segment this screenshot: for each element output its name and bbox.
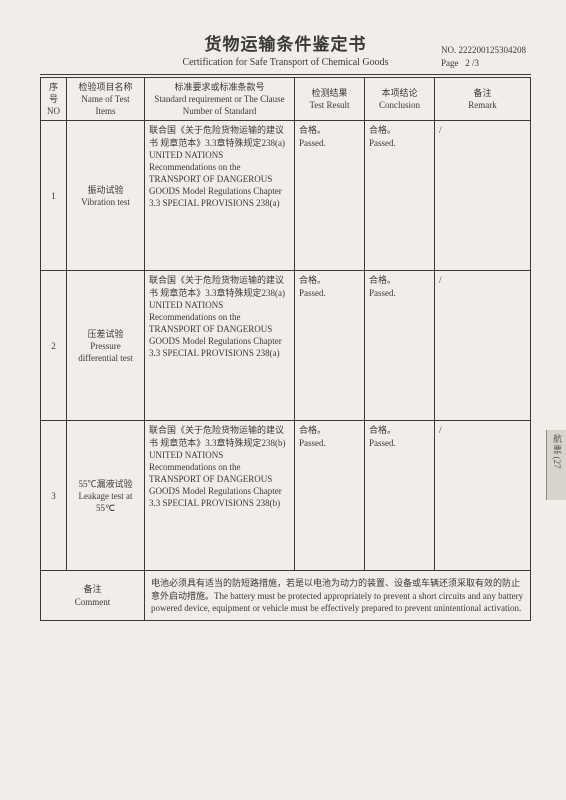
cell-no: 1: [41, 121, 67, 271]
comment-label: 备注 Comment: [41, 571, 145, 620]
cell-name: 55℃漏液试验 Leakage test at 55℃: [67, 421, 145, 571]
comment-text: 电池必须具有适当的防短路措施，若是以电池为动力的装置、设备或车辆还须采取有效的防…: [145, 571, 531, 620]
table-row: 2 压差试验 Pressure differential test 联合国《关于…: [41, 271, 531, 421]
cell-remark: /: [435, 121, 531, 271]
comment-row: 备注 Comment 电池必须具有适当的防短路措施，若是以电池为动力的装置、设备…: [41, 571, 531, 620]
cell-result: 合格。 Passed.: [295, 421, 365, 571]
cell-result: 合格。 Passed.: [295, 271, 365, 421]
cell-remark: /: [435, 271, 531, 421]
table-row: 3 55℃漏液试验 Leakage test at 55℃ 联合国《关于危险货物…: [41, 421, 531, 571]
cell-std: 联合国《关于危险货物运输的建议书 规章范本》3.3章特殊规定238(b) UNI…: [145, 421, 295, 571]
col-header-no: 序号 NO: [41, 78, 67, 121]
col-header-remark: 备注 Remark: [435, 78, 531, 121]
table-row: 1 振动试验 Vibration test 联合国《关于危险货物运输的建议书 规…: [41, 121, 531, 271]
side-tab: 航 票 (27: [546, 430, 566, 500]
page-value: 2 /3: [465, 58, 479, 68]
cell-std: 联合国《关于危险货物运输的建议书 规章范本》3.3章特殊规定238(a) UNI…: [145, 271, 295, 421]
col-header-name: 检验项目名称 Name of Test Items: [67, 78, 145, 121]
doc-no: 222200125304208: [459, 45, 527, 55]
cell-std: 联合国《关于危险货物运输的建议书 规章范本》3.3章特殊规定238(a) UNI…: [145, 121, 295, 271]
cell-name: 压差试验 Pressure differential test: [67, 271, 145, 421]
cell-conclusion: 合格。 Passed.: [365, 121, 435, 271]
cell-remark: /: [435, 421, 531, 571]
cell-no: 3: [41, 421, 67, 571]
document-meta: NO. 222200125304208 Page 2 /3: [441, 44, 526, 69]
cell-name: 振动试验 Vibration test: [67, 121, 145, 271]
col-header-result: 检测结果 Test Result: [295, 78, 365, 121]
doc-no-label: NO.: [441, 45, 456, 55]
col-header-conclusion: 本项结论 Conclusion: [365, 78, 435, 121]
certification-table: 序号 NO 检验项目名称 Name of Test Items 标准要求或标准条…: [40, 77, 531, 621]
cell-conclusion: 合格。 Passed.: [365, 271, 435, 421]
cell-conclusion: 合格。 Passed.: [365, 421, 435, 571]
table-header-row: 序号 NO 检验项目名称 Name of Test Items 标准要求或标准条…: [41, 78, 531, 121]
header-line: [40, 74, 531, 75]
col-header-std: 标准要求或标准条款号 Standard requirement or The C…: [145, 78, 295, 121]
cell-result: 合格。 Passed.: [295, 121, 365, 271]
cell-no: 2: [41, 271, 67, 421]
page-label: Page: [441, 58, 459, 68]
